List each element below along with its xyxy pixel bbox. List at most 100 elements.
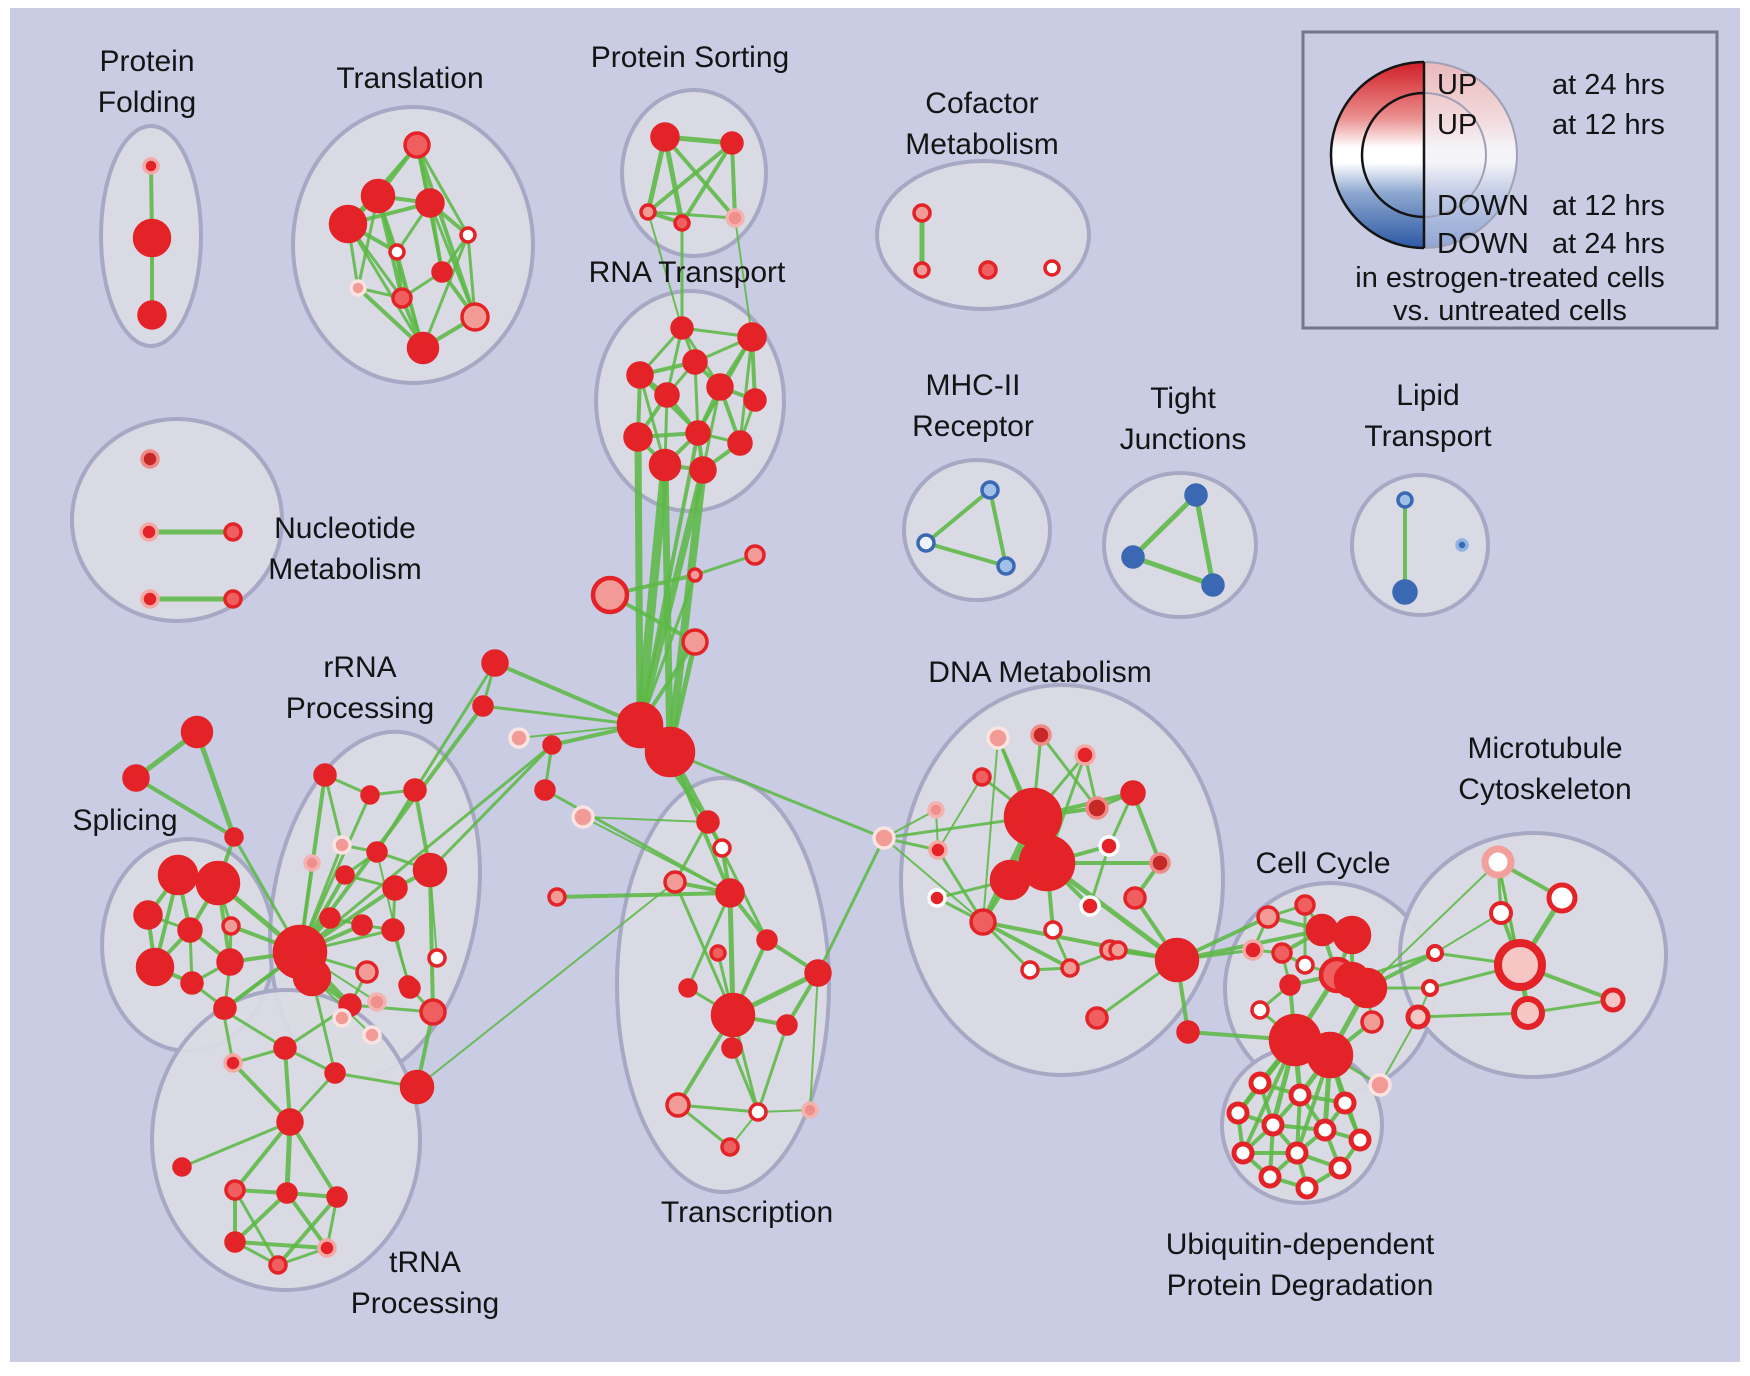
network-node xyxy=(542,735,562,755)
network-node xyxy=(1455,538,1469,552)
network-node xyxy=(1030,724,1052,746)
network-edge xyxy=(816,836,886,975)
network-node xyxy=(996,556,1016,576)
legend-box xyxy=(1301,30,1719,330)
network-node xyxy=(1108,940,1128,960)
network-node xyxy=(415,188,445,218)
network-node xyxy=(335,865,355,885)
cluster-label-nucleotide-metabolism-line-0: Nucleotide xyxy=(274,512,416,545)
legend-row-direction-0: UP xyxy=(1437,69,1477,101)
network-node xyxy=(1279,974,1301,996)
network-node xyxy=(1201,573,1225,597)
network-edge xyxy=(661,461,674,756)
cluster-label-translation-line-0: Translation xyxy=(336,62,483,95)
network-edge xyxy=(543,788,732,895)
network-node xyxy=(313,763,337,787)
network-node xyxy=(177,917,203,943)
network-node xyxy=(366,841,388,863)
network-node xyxy=(670,316,694,340)
network-node xyxy=(398,975,418,995)
network-node xyxy=(648,448,682,482)
network-node xyxy=(1121,545,1145,569)
network-node xyxy=(360,178,396,214)
network-node xyxy=(195,860,241,906)
network-node xyxy=(224,827,244,847)
network-node xyxy=(381,918,405,942)
network-node xyxy=(665,1092,691,1118)
network-edge xyxy=(686,891,732,990)
network-node xyxy=(804,959,832,987)
network-edge xyxy=(1379,1016,1419,1086)
network-node xyxy=(1333,1091,1357,1115)
network-node xyxy=(133,900,163,930)
network-edge xyxy=(635,460,670,730)
network-edge xyxy=(646,210,737,220)
network-node xyxy=(1368,1073,1392,1097)
network-node xyxy=(1305,913,1339,947)
network-node xyxy=(360,785,380,805)
cluster-label-mhc-ii-receptor-line-1: Receptor xyxy=(912,410,1034,443)
network-node xyxy=(349,279,367,297)
network-node xyxy=(913,261,931,279)
cluster-label-microtubule-cytoskeleton-line-1: Cytoskeleton xyxy=(1458,773,1631,806)
cluster-label-ubiquitin-degradation-line-0: Ubiquitin-dependent xyxy=(1166,1228,1435,1261)
network-node xyxy=(1085,1006,1109,1030)
network-node xyxy=(399,1069,435,1105)
network-node xyxy=(928,840,948,860)
network-node xyxy=(1481,845,1515,879)
network-node xyxy=(706,373,734,401)
network-node xyxy=(224,1179,246,1201)
network-node xyxy=(1184,483,1208,507)
network-node xyxy=(1494,939,1546,991)
network-node xyxy=(1231,1141,1255,1165)
legend-inner-circle-saturated xyxy=(1360,91,1424,219)
network-node xyxy=(1426,944,1444,962)
network-edge xyxy=(428,868,435,1014)
network-node xyxy=(132,218,172,258)
network-edge xyxy=(1130,492,1199,560)
network-node xyxy=(744,544,766,566)
legend-row-time-2: at 12 hrs xyxy=(1552,190,1665,222)
cluster-label-protein-folding-line-1: Folding xyxy=(98,86,196,119)
network-node xyxy=(727,430,753,456)
cluster-label-microtubule-cytoskeleton-line-0: Microtubule xyxy=(1467,732,1622,765)
network-node xyxy=(1226,1101,1250,1125)
cluster-label-transcription-line-0: Transcription xyxy=(661,1196,833,1229)
network-node xyxy=(571,805,595,829)
network-nodes xyxy=(122,122,1626,1275)
network-node xyxy=(1060,958,1080,978)
network-node xyxy=(142,157,160,175)
network-edge xyxy=(636,466,707,729)
network-node xyxy=(391,287,413,309)
network-edge xyxy=(555,891,732,899)
network-edge xyxy=(1434,912,1502,954)
network-node xyxy=(1176,1020,1200,1044)
network-node xyxy=(406,331,440,365)
network-node xyxy=(412,852,448,888)
network-node xyxy=(748,1102,768,1122)
network-node xyxy=(663,870,687,894)
network-node xyxy=(319,907,341,929)
network-node xyxy=(1256,905,1280,929)
network-edge xyxy=(924,488,992,545)
network-edge xyxy=(676,1103,760,1114)
network-edge xyxy=(936,848,985,924)
network-node xyxy=(1396,491,1414,509)
network-node xyxy=(137,300,167,330)
network-node xyxy=(221,916,241,936)
network-node xyxy=(1085,796,1109,820)
network-node xyxy=(403,131,431,159)
network-node xyxy=(1600,987,1626,1013)
network-node xyxy=(355,960,379,984)
legend: UP at 24 hrs UP at 12 hrs DOWN at 12 hrs DOWN a… xyxy=(1301,30,1719,330)
network-node xyxy=(912,203,932,223)
cluster-ellipse-nucleotide-metabolism xyxy=(70,417,284,623)
network-node xyxy=(1154,937,1200,983)
network-edge xyxy=(638,573,697,727)
legend-row-direction-3: DOWN xyxy=(1437,228,1529,260)
network-node xyxy=(508,727,530,749)
network-node xyxy=(276,1182,298,1204)
network-node xyxy=(292,957,332,997)
network-node xyxy=(725,208,745,228)
network-node xyxy=(139,522,159,542)
